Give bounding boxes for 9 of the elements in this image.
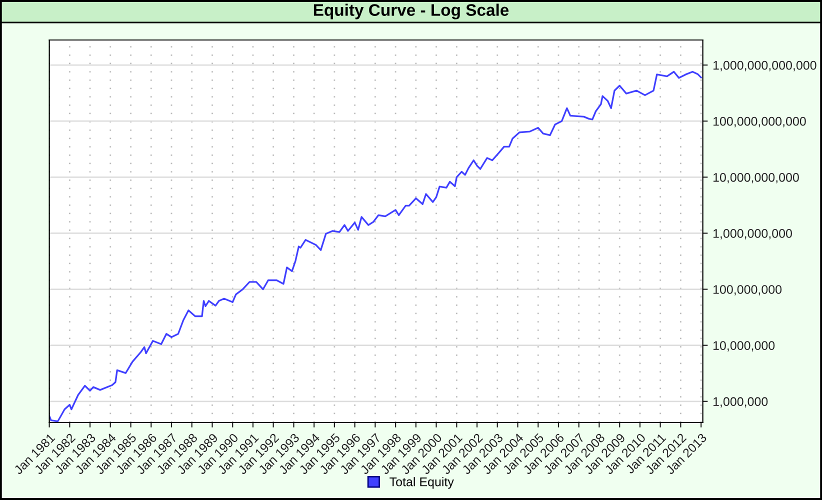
chart-title: Equity Curve - Log Scale [314, 4, 509, 20]
y-tick-label: 10,000,000 [713, 341, 775, 352]
y-tick-label: 10,000,000,000 [713, 172, 799, 184]
y-tick-label: 100,000,000,000 [713, 116, 806, 128]
y-tick-label: 1,000,000,000 [713, 229, 792, 240]
y-tick-label: 1,000,000 [713, 397, 768, 408]
y-tick-label: 1,000,000,000,000 [713, 60, 816, 72]
legend-label: Total Equity [390, 477, 454, 489]
y-tick-label: 100,000,000 [713, 285, 782, 296]
